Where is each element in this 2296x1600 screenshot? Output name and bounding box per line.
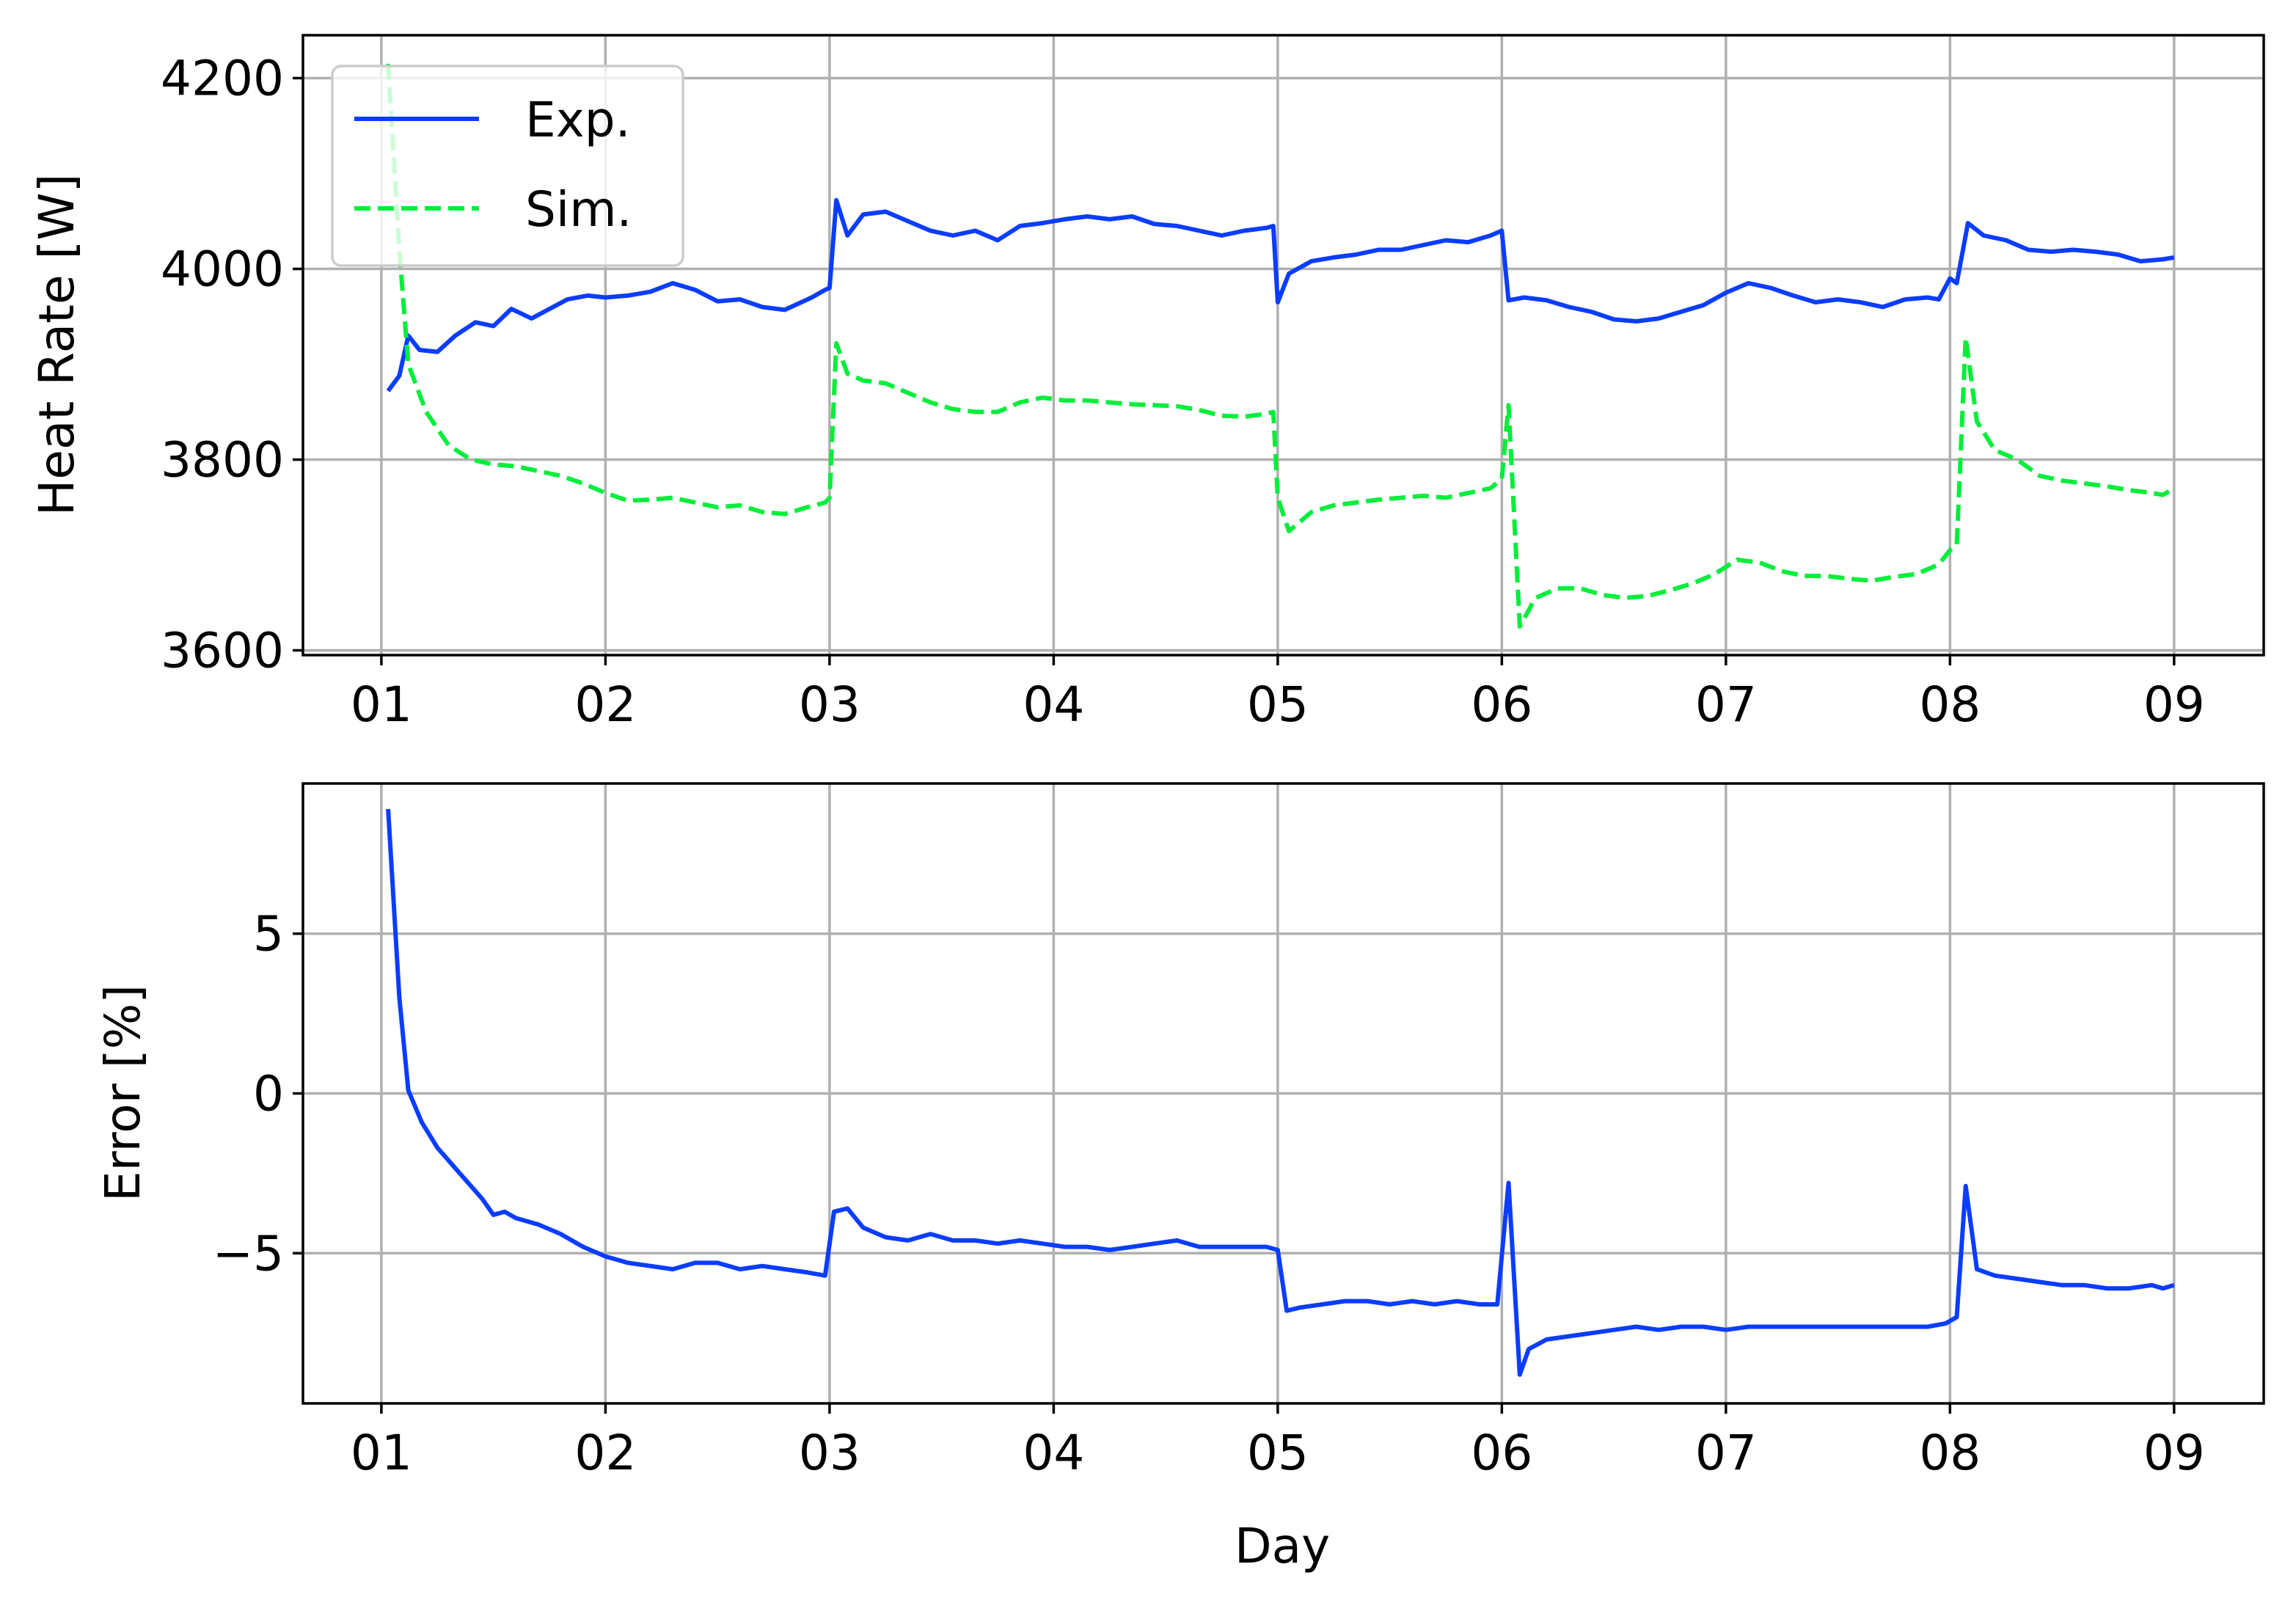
heat-rate-sim-line bbox=[386, 63, 2176, 629]
error-y-axis-label: Error [%] bbox=[95, 985, 151, 1202]
heat-rate-axes-frame bbox=[301, 34, 2265, 657]
heat-rate-x-tick-label: 02 bbox=[574, 676, 636, 733]
heat-rate-exp-line bbox=[386, 197, 2175, 392]
heat-rate-y-tick-label: 3600 bbox=[161, 623, 284, 679]
heat-rate-grid bbox=[303, 35, 2264, 655]
error-y-tick-label: 5 bbox=[253, 906, 284, 962]
error-x-tick-label: 09 bbox=[2143, 1425, 2205, 1481]
error-x-tick-label: 01 bbox=[351, 1425, 412, 1481]
legend-exp-label: Exp. bbox=[525, 92, 631, 148]
error-line bbox=[386, 808, 2175, 1377]
heat-rate-series bbox=[386, 63, 2176, 629]
error-y-tick-label: −5 bbox=[213, 1225, 284, 1282]
error-y-tick-label: 0 bbox=[253, 1066, 284, 1122]
error-x-tick-label: 02 bbox=[574, 1425, 636, 1481]
heat-rate-panel: 01 02 03 04 05 06 07 08 09 3600 3800 4000 4200 Heat … bbox=[29, 34, 2265, 734]
heat-rate-y-tick-label: 3800 bbox=[161, 432, 284, 489]
heat-rate-x-tick-label: 01 bbox=[351, 676, 412, 733]
error-x-tick-label: 06 bbox=[1471, 1425, 1532, 1481]
error-x-tick-label: 07 bbox=[1695, 1425, 1757, 1481]
error-x-tick-label: 05 bbox=[1247, 1425, 1309, 1481]
heat-rate-x-tick-label: 07 bbox=[1695, 676, 1757, 733]
heat-rate-x-tick-label: 06 bbox=[1471, 676, 1532, 733]
heat-rate-x-tick-label: 05 bbox=[1247, 676, 1309, 733]
heat-rate-x-tick-label: 03 bbox=[799, 676, 860, 733]
heat-rate-x-tick-label: 08 bbox=[1919, 676, 1981, 733]
legend-sim-label: Sim. bbox=[525, 181, 632, 238]
heat-rate-x-tick-label: 04 bbox=[1023, 676, 1084, 733]
heat-rate-y-tick-label: 4000 bbox=[161, 241, 284, 298]
error-x-tick-label: 08 bbox=[1919, 1425, 1981, 1481]
error-grid bbox=[303, 783, 2264, 1403]
error-series bbox=[386, 808, 2175, 1377]
heat-rate-y-axis-label: Heat Rate [W] bbox=[29, 174, 85, 516]
error-x-tick-label: 03 bbox=[799, 1425, 860, 1481]
error-panel: 01 02 03 04 05 06 07 08 09−505 Error [%] Day bbox=[95, 782, 2265, 1574]
heat-rate-x-tick-label: 09 bbox=[2143, 676, 2205, 733]
error-x-tick-label: 04 bbox=[1023, 1425, 1084, 1481]
heat-rate-ticks: 01 02 03 04 05 06 07 08 09 3600 3800 4000 4200 bbox=[161, 51, 2205, 734]
error-x-axis-label: Day bbox=[1235, 1518, 1330, 1574]
error-ticks: 01 02 03 04 05 06 07 08 09−505 bbox=[213, 906, 2205, 1481]
heat-rate-y-tick-label: 4200 bbox=[161, 51, 284, 107]
legend: Exp. Sim. bbox=[331, 65, 684, 267]
legend-box bbox=[331, 65, 684, 267]
